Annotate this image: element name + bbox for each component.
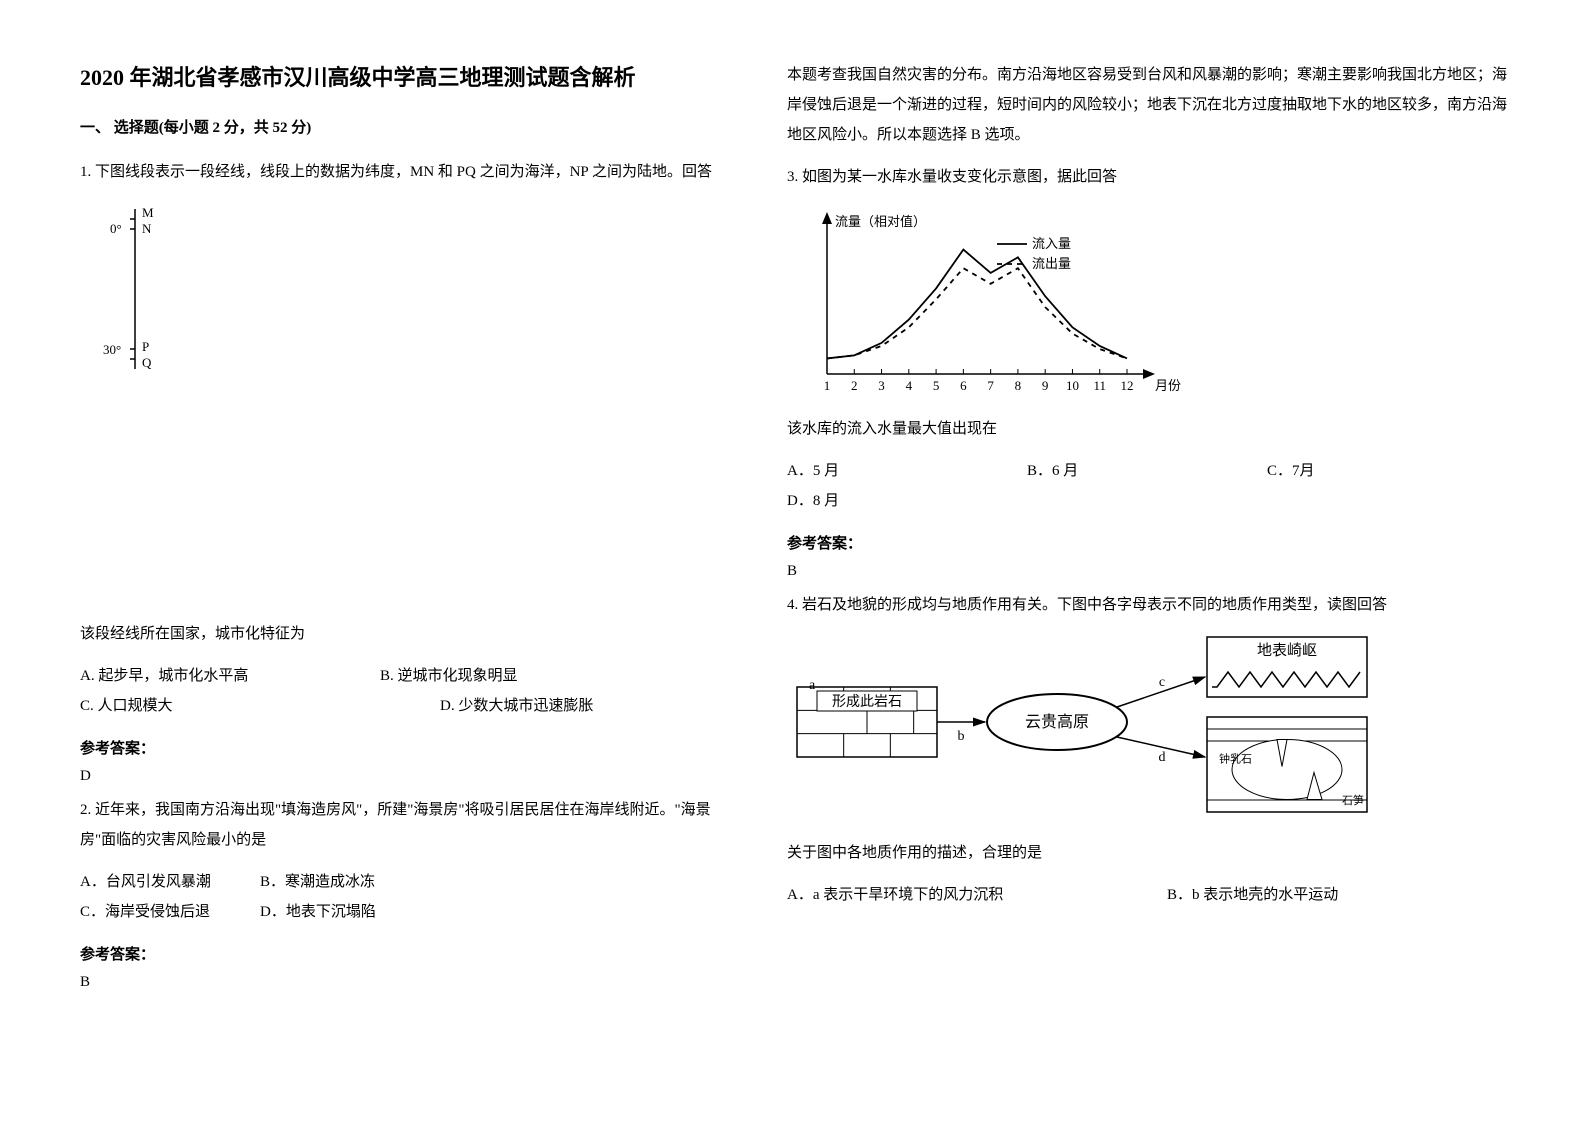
svg-text:2: 2 [851,378,858,393]
q3-answer: B [787,563,1507,580]
q3-subtext: 该水库的流入水量最大值出现在 [787,414,1507,444]
svg-text:d: d [1159,750,1166,765]
q4-opt-b: B．b 表示地壳的水平运动 [1167,880,1338,910]
q4-diagram: 形成此岩石 a 云贵高原 b 地表崎岖 c 钟乳石石笋 d [787,632,1507,822]
q1-opt-d: D. 少数大城市迅速膨胀 [380,691,680,721]
svg-text:7: 7 [987,378,994,393]
svg-text:流量（相对值）: 流量（相对值） [835,214,926,229]
q1-label-p: P [142,339,149,354]
svg-text:a: a [809,678,816,693]
q3-opt-b: B．6 月 [1027,456,1267,486]
q3-opt-d: D．8 月 [787,486,1027,516]
q3-opt-a: A．5 月 [787,456,1027,486]
q2-opt-d: D．地表下沉塌陷 [260,897,376,927]
svg-text:9: 9 [1042,378,1049,393]
q1-opt-a: A. 起步早，城市化水平高 [80,661,380,691]
svg-text:月份: 月份 [1155,378,1181,393]
q3-opt-c: C．7月 [1267,456,1507,486]
svg-text:4: 4 [906,378,913,393]
q3-chart: 123456789101112流量（相对值）月份流入量流出量 [787,204,1507,404]
right-column: 本题考查我国自然灾害的分布。南方沿海地区容易受到台风和风暴潮的影响；寒潮主要影响… [787,60,1507,1062]
svg-text:1: 1 [824,378,831,393]
svg-text:11: 11 [1093,378,1106,393]
q1-tick-30: 30° [103,342,121,357]
q4-options: A．a 表示干旱环境下的风力沉积 B．b 表示地壳的水平运动 [787,880,1507,910]
q1-text: 1. 下图线段表示一段经线，线段上的数据为纬度，MN 和 PQ 之间为海洋，NP… [80,157,727,187]
q1-opt-c: C. 人口规模大 [80,691,380,721]
q1-label-m: M [142,205,154,220]
svg-text:云贵高原: 云贵高原 [1025,713,1089,731]
q1-tick-0: 0° [110,221,122,236]
svg-text:钟乳石: 钟乳石 [1219,752,1252,766]
q1-subtext: 该段经线所在国家，城市化特征为 [80,619,727,649]
q1-label-q: Q [142,355,152,370]
q3-options: A．5 月 B．6 月 C．7月 D．8 月 [787,456,1507,516]
q1-answer-label: 参考答案： [80,737,727,758]
svg-text:8: 8 [1015,378,1022,393]
q4-subtext: 关于图中各地质作用的描述，合理的是 [787,838,1507,868]
q2-text: 2. 近年来，我国南方沿海出现"填海造房风"，所建"海景房"将吸引居民居住在海岸… [80,795,727,855]
q2-opt-c: C．海岸受侵蚀后退 [80,897,260,927]
svg-text:形成此岩石: 形成此岩石 [832,694,902,710]
q1-answer: D [80,768,727,785]
svg-text:c: c [1159,675,1165,690]
q1-opt-b: B. 逆城市化现象明显 [380,661,680,691]
svg-text:10: 10 [1066,378,1079,393]
q4-text: 4. 岩石及地貌的形成均与地质作用有关。下图中各字母表示不同的地质作用类型，读图… [787,590,1507,620]
svg-text:流入量: 流入量 [1032,236,1071,251]
q2-answer: B [80,974,727,991]
q2-options: A．台风引发风暴潮 B．寒潮造成冰冻 C．海岸受侵蚀后退 D．地表下沉塌陷 [80,867,727,927]
q1-label-n: N [142,221,152,236]
q2-answer-label: 参考答案： [80,943,727,964]
q1-options: A. 起步早，城市化水平高 B. 逆城市化现象明显 C. 人口规模大 D. 少数… [80,661,727,721]
svg-text:3: 3 [878,378,885,393]
q3-answer-label: 参考答案： [787,532,1507,553]
svg-text:6: 6 [960,378,967,393]
section-header: 一、 选择题(每小题 2 分，共 52 分) [80,116,727,137]
svg-text:b: b [958,729,965,744]
q4-opt-a: A．a 表示干旱环境下的风力沉积 [787,880,1167,910]
left-column: 2020 年湖北省孝感市汉川高级中学高三地理测试题含解析 一、 选择题(每小题 … [80,60,727,1062]
q2-opt-b: B．寒潮造成冰冻 [260,867,375,897]
svg-text:石笋: 石笋 [1342,793,1364,807]
col2-intro: 本题考查我国自然灾害的分布。南方沿海地区容易受到台风和风暴潮的影响；寒潮主要影响… [787,60,1507,150]
q2-opt-a: A．台风引发风暴潮 [80,867,260,897]
svg-text:流出量: 流出量 [1032,256,1071,271]
svg-text:地表崎岖: 地表崎岖 [1257,642,1317,659]
page-title: 2020 年湖北省孝感市汉川高级中学高三地理测试题含解析 [80,60,727,92]
svg-text:5: 5 [933,378,940,393]
q1-diagram: 0° 30° M N P Q [80,199,727,379]
q3-text: 3. 如图为某一水库水量收支变化示意图，据此回答 [787,162,1507,192]
svg-text:12: 12 [1121,378,1134,393]
